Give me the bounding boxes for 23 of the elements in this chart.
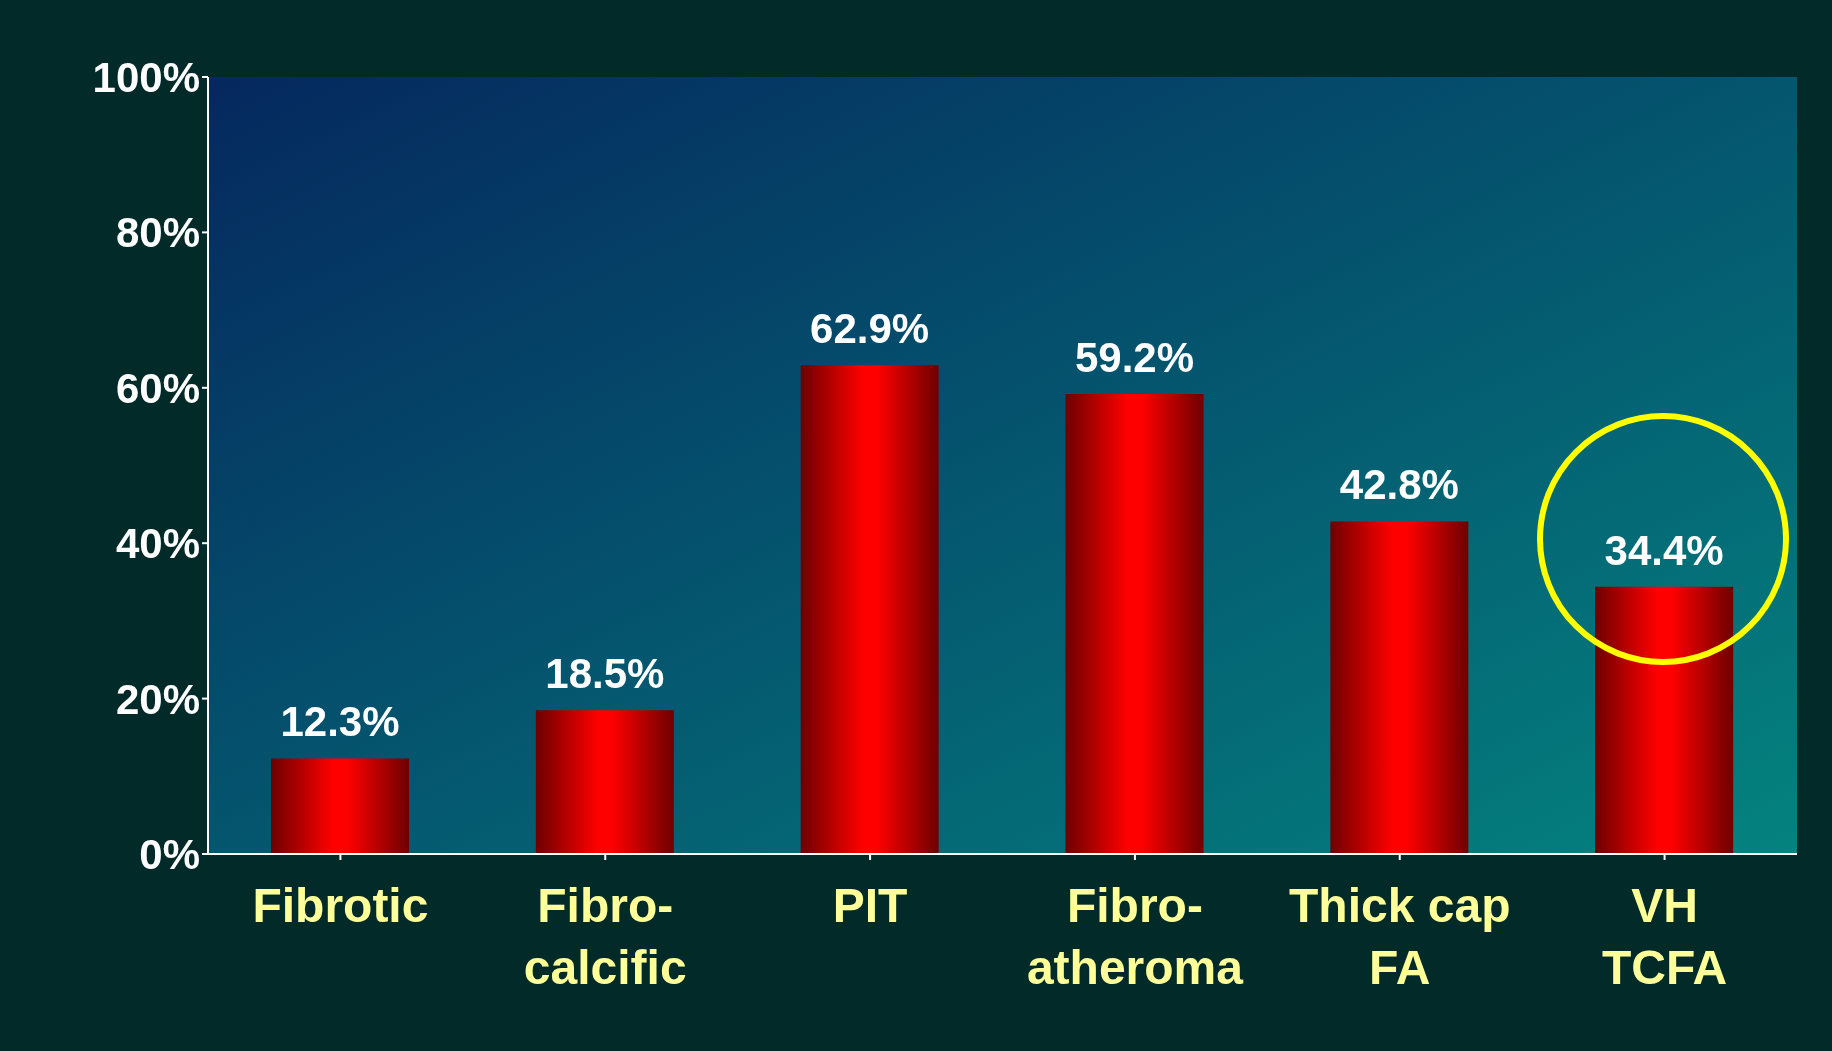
data-label: 42.8% xyxy=(1339,461,1459,509)
bar xyxy=(1330,521,1469,854)
data-label: 59.2% xyxy=(1074,334,1195,382)
bar xyxy=(800,365,939,854)
bar xyxy=(1065,394,1204,854)
bar xyxy=(271,758,409,854)
data-label: 18.5% xyxy=(545,650,665,698)
x-tick-label: Fibro-atheroma xyxy=(1026,879,1244,994)
y-tick-label: 0% xyxy=(139,830,200,878)
data-label: 34.4% xyxy=(1604,526,1724,574)
x-tick-label: VH TCFA xyxy=(1601,879,1728,994)
data-label: 62.9% xyxy=(810,305,930,353)
x-tick-label: Fibrotic xyxy=(252,879,429,932)
y-tick-label: 40% xyxy=(115,520,200,568)
x-tick-label: Fibro-calcific xyxy=(523,879,687,994)
x-tick-label: Thick cap FA xyxy=(1289,879,1511,994)
y-tick-label: 80% xyxy=(115,209,200,257)
y-tick-label: 20% xyxy=(115,675,200,723)
data-label: 12.3% xyxy=(280,698,400,746)
y-tick-label: 60% xyxy=(115,364,200,412)
bar xyxy=(535,710,674,854)
y-tick-label: 100% xyxy=(92,53,200,101)
x-tick-label: PIT xyxy=(832,879,908,932)
